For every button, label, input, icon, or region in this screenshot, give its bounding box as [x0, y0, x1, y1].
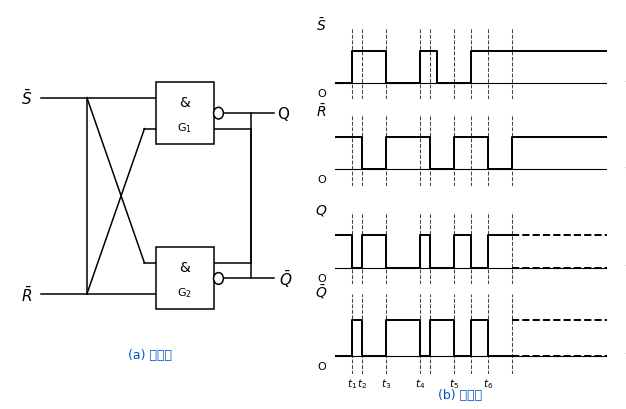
- Text: (b) 逻辑符: (b) 逻辑符: [438, 388, 482, 401]
- Text: &: &: [180, 261, 190, 274]
- Bar: [156, 248, 213, 310]
- Text: G$_1$: G$_1$: [177, 121, 192, 134]
- Text: $t$: $t$: [624, 350, 626, 363]
- Text: $\bar{S}$: $\bar{S}$: [21, 89, 32, 108]
- Circle shape: [213, 108, 223, 120]
- Text: $t$: $t$: [624, 163, 626, 176]
- Text: O: O: [317, 89, 326, 99]
- Text: &: &: [180, 96, 190, 110]
- Text: O: O: [317, 273, 326, 283]
- Text: $t_4$: $t_4$: [415, 376, 425, 390]
- Text: G$_2$: G$_2$: [177, 285, 192, 299]
- Text: $t_1$: $t_1$: [347, 376, 357, 390]
- Text: $t_6$: $t_6$: [483, 376, 493, 390]
- Text: O: O: [317, 362, 326, 371]
- Text: $t_3$: $t_3$: [381, 376, 391, 390]
- Circle shape: [213, 273, 223, 285]
- Text: $t_2$: $t_2$: [357, 376, 367, 390]
- Text: Q: Q: [277, 106, 289, 121]
- Text: $\bar{Q}$: $\bar{Q}$: [315, 282, 327, 300]
- Text: (a) 电路图: (a) 电路图: [128, 348, 172, 361]
- Text: $\bar{S}$: $\bar{S}$: [316, 17, 327, 34]
- Text: O: O: [317, 175, 326, 185]
- Text: $\bar{R}$: $\bar{R}$: [21, 285, 32, 304]
- Text: $\bar{Q}$: $\bar{Q}$: [279, 268, 292, 289]
- Text: $t$: $t$: [624, 261, 626, 274]
- Text: $t$: $t$: [624, 77, 626, 90]
- Text: $\bar{R}$: $\bar{R}$: [316, 103, 327, 119]
- Text: $Q$: $Q$: [315, 202, 327, 218]
- Text: $t_5$: $t_5$: [449, 376, 459, 390]
- Bar: [156, 83, 213, 145]
